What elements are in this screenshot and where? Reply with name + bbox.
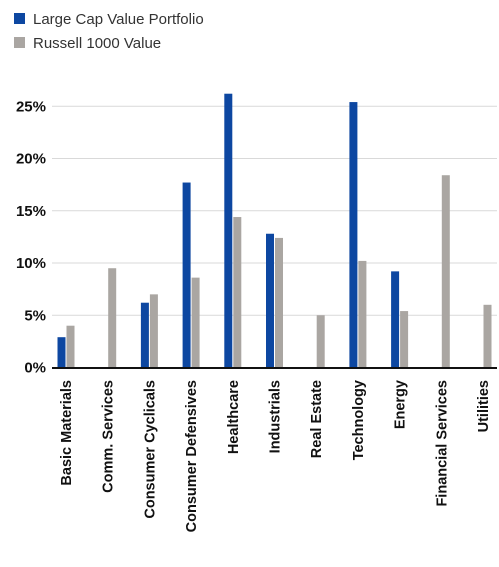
y-axis-tick-labels: 0% 5% 10% 15% 20% 25% <box>16 98 46 376</box>
bar-benchmark <box>275 237 283 368</box>
y-tick-label: 25% <box>16 98 46 115</box>
x-category-label: Energy <box>393 380 409 429</box>
x-category-label: Comm. Services <box>101 380 117 493</box>
legend-label-benchmark: Russell 1000 Value <box>33 35 161 52</box>
x-category-label: Industrials <box>268 380 284 453</box>
x-category-label: Real Estate <box>309 380 325 458</box>
legend-swatch-portfolio <box>14 13 25 24</box>
gridlines <box>52 105 497 316</box>
x-category-label: Healthcare <box>226 380 242 454</box>
bar-portfolio <box>391 271 400 368</box>
bar-portfolio <box>266 233 274 368</box>
bar-benchmark <box>191 277 200 368</box>
bar-benchmark <box>316 315 325 368</box>
bar-benchmark <box>149 294 158 368</box>
y-tick-label: 15% <box>16 203 46 220</box>
bar-portfolio <box>57 337 66 368</box>
x-category-label: Consumer Cyclicals <box>142 380 158 519</box>
y-tick-label: 20% <box>16 151 46 168</box>
legend-swatch-benchmark <box>14 37 25 48</box>
bar-benchmark <box>66 325 75 368</box>
bar-portfolio <box>182 182 191 368</box>
bar-benchmark <box>233 217 242 368</box>
x-category-label: Consumer Defensives <box>184 380 200 532</box>
bar-portfolio <box>224 93 233 368</box>
x-category-label: Technology <box>351 380 367 460</box>
x-axis-category-labels: Basic Materials Comm. Services Consumer Cy… <box>59 380 492 532</box>
y-tick-label: 0% <box>24 360 46 377</box>
x-category-label: Basic Materials <box>59 380 75 486</box>
bar-benchmark <box>108 268 117 368</box>
bar-benchmark <box>358 260 367 368</box>
x-category-label: Financial Services <box>434 380 450 507</box>
legend: Large Cap Value Portfolio Russell 1000 V… <box>14 11 204 52</box>
legend-label-portfolio: Large Cap Value Portfolio <box>33 11 204 28</box>
bar-benchmark <box>483 304 492 368</box>
bars <box>57 93 492 368</box>
x-category-label: Utilities <box>476 380 492 432</box>
y-tick-label: 10% <box>16 255 46 272</box>
bar-portfolio <box>140 302 149 368</box>
bar-benchmark <box>441 175 450 368</box>
bar-benchmark <box>400 311 409 368</box>
y-tick-label: 5% <box>24 307 46 324</box>
bar-portfolio <box>349 102 358 368</box>
